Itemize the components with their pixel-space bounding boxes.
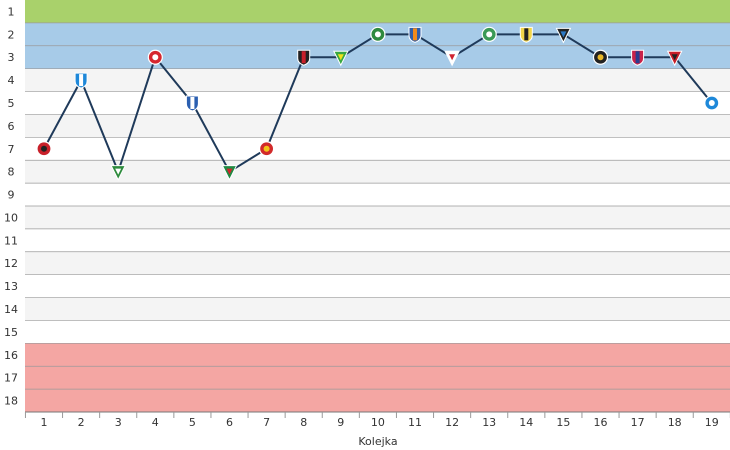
x-tick-label: 18 xyxy=(668,416,682,429)
x-tick-label: 13 xyxy=(482,416,496,429)
x-tick-label: 14 xyxy=(519,416,533,429)
x-tick-label: 4 xyxy=(152,416,159,429)
badge-black-yellow-shield-icon xyxy=(592,49,609,65)
zone-band-0 xyxy=(25,0,730,23)
badge-blue-orange-icon xyxy=(408,26,422,43)
y-tick-label: 4 xyxy=(8,74,15,87)
y-tick-label: 7 xyxy=(8,143,15,156)
badge-gear-blue-icon xyxy=(555,27,572,44)
x-tick-label: 12 xyxy=(445,416,459,429)
row-stripe xyxy=(25,68,730,92)
row-stripe xyxy=(25,251,730,275)
y-tick-label: 17 xyxy=(4,372,18,385)
y-tick-label: 5 xyxy=(8,97,15,110)
grid-lines xyxy=(25,22,730,413)
row-stripe xyxy=(25,206,730,229)
y-tick-label: 9 xyxy=(8,189,15,202)
badge-red-black-round-icon xyxy=(666,50,683,67)
x-tick-label: 2 xyxy=(78,416,85,429)
y-tick-label: 8 xyxy=(8,166,15,179)
x-axis-ticks: 1 2 3 4 5 6 7 8 9 10 11 12 13 14 15 16 17 18 19 xyxy=(24,412,730,429)
y-tick-label: 18 xyxy=(4,395,18,408)
x-tick-label: 6 xyxy=(226,416,233,429)
badge-red-blue-icon xyxy=(631,49,645,66)
badge-red-yellow-icon xyxy=(259,141,275,157)
x-tick-label: 19 xyxy=(705,416,719,429)
x-tick-label: 7 xyxy=(263,416,270,429)
badge-blue-white-stripes-icon xyxy=(704,95,720,111)
y-tick-label: 10 xyxy=(4,211,18,224)
row-stripe xyxy=(25,160,730,184)
x-tick-label: 5 xyxy=(189,416,196,429)
y-tick-label: 13 xyxy=(4,280,18,293)
badge-yellow-black-round-icon xyxy=(519,26,533,43)
x-tick-label: 15 xyxy=(556,416,570,429)
badge-red-white-icon xyxy=(147,49,163,65)
x-axis-title: Kolejka xyxy=(358,435,397,448)
y-tick-label: 2 xyxy=(8,28,15,41)
badge-green-white-red-icon xyxy=(370,26,386,42)
x-tick-label: 16 xyxy=(594,416,608,429)
badge-blue-white-stripes-icon xyxy=(74,72,88,89)
x-tick-label: 10 xyxy=(371,416,385,429)
y-tick-label: 3 xyxy=(8,51,15,64)
y-tick-label: 14 xyxy=(4,303,18,316)
badge-red-black-icon xyxy=(36,141,52,157)
y-tick-label: 16 xyxy=(4,349,18,362)
y-tick-label: 11 xyxy=(4,234,18,247)
zone-band-2 xyxy=(25,343,730,412)
opponent-markers xyxy=(36,26,720,181)
x-tick-label: 3 xyxy=(115,416,122,429)
row-stripe xyxy=(25,297,730,321)
y-tick-label: 12 xyxy=(4,257,18,270)
badge-blue-white-icon xyxy=(185,95,199,112)
badge-white-red-blue-icon xyxy=(444,50,460,67)
badge-green-yellow-icon xyxy=(332,50,349,67)
badge-green-red-icon xyxy=(221,165,238,181)
badge-green-white-round-icon xyxy=(481,26,497,42)
x-tick-label: 9 xyxy=(337,416,344,429)
y-tick-label: 6 xyxy=(8,120,15,133)
x-tick-label: 17 xyxy=(631,416,645,429)
badge-green-white-icon xyxy=(110,165,127,181)
x-tick-label: 11 xyxy=(408,416,422,429)
y-tick-label: 1 xyxy=(8,5,15,18)
y-tick-label: 15 xyxy=(4,326,18,339)
x-tick-label: 1 xyxy=(41,416,48,429)
badge-black-red-icon xyxy=(297,49,311,66)
x-tick-label: 8 xyxy=(300,416,307,429)
